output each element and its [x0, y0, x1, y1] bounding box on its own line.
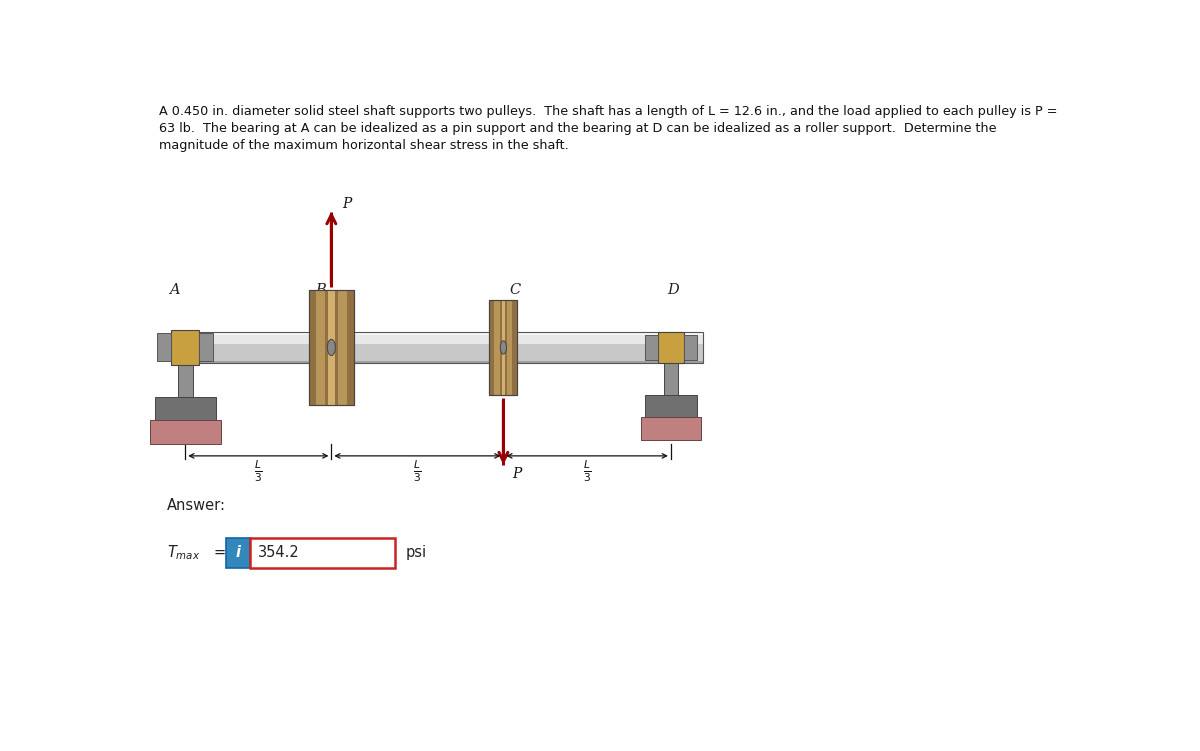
Text: C: C [509, 283, 520, 297]
Bar [684, 335, 697, 360]
Bar [178, 365, 193, 397]
Text: Answer:: Answer: [167, 498, 226, 513]
Bar [150, 420, 221, 444]
Bar [325, 290, 338, 406]
Bar [502, 300, 505, 395]
Text: D: D [667, 283, 679, 297]
Text: magnitude of the maximum horizontal shear stress in the shaft.: magnitude of the maximum horizontal shea… [160, 139, 569, 152]
Bar [157, 333, 172, 361]
Bar [310, 290, 354, 406]
FancyBboxPatch shape [227, 538, 251, 568]
Bar [185, 334, 703, 360]
Text: A 0.450 in. diameter solid steel shaft supports two pulleys.  The shaft has a le: A 0.450 in. diameter solid steel shaft s… [160, 104, 1058, 118]
Bar [185, 335, 703, 344]
Bar [490, 300, 517, 395]
Bar [664, 363, 678, 395]
Text: =: = [214, 545, 226, 560]
Ellipse shape [328, 339, 335, 355]
Text: $\frac{L}{3}$: $\frac{L}{3}$ [583, 459, 592, 484]
Bar [347, 290, 354, 406]
Bar [328, 290, 335, 406]
Text: i: i [236, 545, 241, 560]
Text: 63 lb.  The bearing at A can be idealized as a pin support and the bearing at D : 63 lb. The bearing at A can be idealized… [160, 122, 997, 135]
Bar [185, 331, 703, 363]
Bar [185, 331, 703, 336]
Text: 354.2: 354.2 [258, 545, 300, 560]
Bar [310, 290, 316, 406]
Text: psi: psi [406, 545, 427, 560]
Bar [644, 335, 658, 360]
Text: B: B [314, 283, 325, 297]
Text: $\frac{L}{3}$: $\frac{L}{3}$ [413, 459, 421, 484]
Text: $\frac{L}{3}$: $\frac{L}{3}$ [254, 459, 263, 484]
Bar [512, 300, 517, 395]
Text: $T_{max}$: $T_{max}$ [167, 544, 200, 562]
Bar [199, 333, 214, 361]
Bar [490, 300, 494, 395]
Bar [490, 300, 517, 395]
Ellipse shape [500, 341, 506, 354]
Bar [155, 397, 216, 420]
FancyBboxPatch shape [251, 538, 395, 568]
Text: A: A [169, 283, 180, 297]
Bar [641, 417, 701, 440]
Bar [185, 331, 703, 363]
Bar [310, 290, 354, 406]
Bar [500, 300, 506, 395]
Bar [658, 331, 684, 363]
Text: P: P [512, 467, 522, 481]
Bar [644, 395, 697, 417]
Bar [172, 330, 199, 365]
Text: P: P [342, 197, 352, 211]
